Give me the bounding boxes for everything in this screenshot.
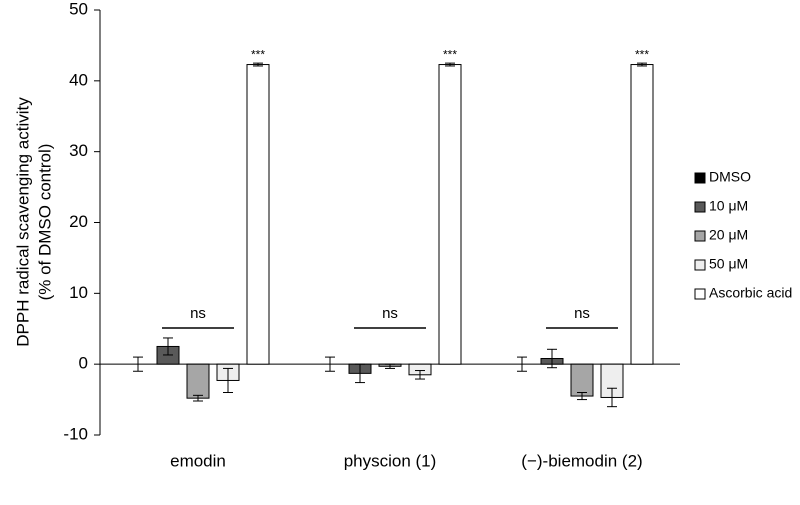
legend-swatch — [694, 259, 706, 271]
y-tick-label: 0 — [79, 354, 88, 373]
significance-label: *** — [443, 47, 457, 61]
y-axis-label: DPPH radical scavenging activity — [13, 97, 32, 347]
y-tick-label: -10 — [63, 424, 88, 443]
bar — [630, 64, 654, 365]
bar — [438, 64, 462, 365]
legend-label: 50 μM — [709, 256, 748, 272]
legend-swatch — [694, 288, 706, 300]
legend-label: 20 μM — [709, 227, 748, 243]
bar — [570, 363, 594, 397]
x-tick-label: emodin — [170, 451, 226, 470]
x-tick-label: physcion (1) — [344, 451, 437, 470]
ns-label: ns — [190, 305, 206, 322]
y-tick-label: 20 — [69, 212, 88, 231]
ns-label: ns — [382, 305, 398, 322]
y-tick-label: 50 — [69, 0, 88, 18]
legend-label: 10 μM — [709, 198, 748, 214]
legend-swatch — [694, 172, 706, 184]
y-tick-label: 10 — [69, 283, 88, 302]
legend-label: DMSO — [709, 169, 751, 185]
legend-swatch — [694, 201, 706, 213]
significance-label: *** — [251, 47, 265, 61]
bar — [186, 363, 210, 399]
legend-label: Ascorbic acid — [709, 285, 792, 301]
x-tick-label: (−)-biemodin (2) — [521, 451, 642, 470]
y-tick-label: 30 — [69, 141, 88, 160]
legend-swatch — [694, 230, 706, 242]
y-tick-label: 40 — [69, 70, 88, 89]
y-axis-label: (% of DMSO control) — [35, 144, 54, 301]
bar — [246, 64, 270, 365]
ns-label: ns — [574, 305, 590, 322]
significance-label: *** — [635, 47, 649, 61]
